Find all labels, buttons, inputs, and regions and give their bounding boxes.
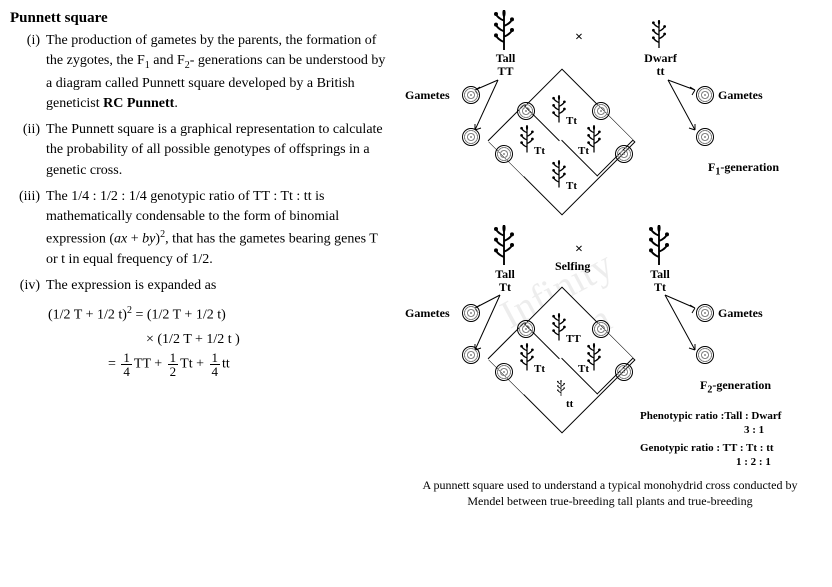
eq-line3: = 14TT + 12Tt + 14tt xyxy=(108,351,390,378)
pheno-values: 3 : 1 xyxy=(744,424,764,436)
pheno-ratio: Phenotypic ratio :Tall : Dwarf xyxy=(640,410,781,422)
gamete-circle xyxy=(592,102,610,120)
list-item: (iii)The 1/4 : 1/2 : 1/4 genotypic ratio… xyxy=(10,187,390,270)
gamete-circle xyxy=(462,86,480,104)
item-number: (iii) xyxy=(10,187,46,270)
plant-f1-left xyxy=(490,225,518,265)
label-f1-left: TallTt xyxy=(480,268,530,294)
gamete-circle xyxy=(517,320,535,338)
page-container: Punnett square (i)The production of game… xyxy=(10,10,822,570)
item-number: (i) xyxy=(10,31,46,114)
f2-geno: Tt xyxy=(578,363,589,375)
gamete-circle xyxy=(696,128,714,146)
f1-geno: Tt xyxy=(578,145,589,157)
gamete-circle xyxy=(495,363,513,381)
label-f1-right: TallTt xyxy=(635,268,685,294)
item-text: The Punnett square is a graphical repres… xyxy=(46,120,390,181)
plant-tall-parent xyxy=(490,10,518,50)
gamete-circle xyxy=(517,102,535,120)
gametes-label-left2: Gametes xyxy=(405,306,450,321)
geno-ratio: Genotypic ratio : TT : Tt : tt xyxy=(640,442,774,454)
diagram-caption: A punnett square used to understand a ty… xyxy=(420,478,800,509)
f2-geno: tt xyxy=(566,398,573,410)
gamete-circle xyxy=(696,86,714,104)
list-item: (ii)The Punnett square is a graphical re… xyxy=(10,120,390,181)
selfing-label: Selfing xyxy=(555,260,590,273)
f2-label: F2-generation xyxy=(700,378,771,395)
gamete-circle xyxy=(462,128,480,146)
f1-geno: Tt xyxy=(534,145,545,157)
label-tall: TallTT xyxy=(478,52,533,78)
gamete-circle xyxy=(696,346,714,364)
gamete-circle xyxy=(462,346,480,364)
f2-geno: Tt xyxy=(534,363,545,375)
eq-line2: × (1/2 T + 1/2 t ) xyxy=(146,328,390,352)
equation-block: (1/2 T + 1/2 t)2 = (1/2 T + 1/2 t) × (1/… xyxy=(48,302,390,378)
cross-symbol: × xyxy=(575,242,583,258)
label-dwarf: Dwarftt xyxy=(633,52,688,78)
item-number: (ii) xyxy=(10,120,46,181)
gamete-circle xyxy=(696,304,714,322)
f1-geno: Tt xyxy=(566,115,577,127)
plant-dwarf-parent xyxy=(645,20,673,48)
f1-geno: Tt xyxy=(566,180,577,192)
list-item: (i)The production of gametes by the pare… xyxy=(10,31,390,114)
f1-label: F1-generation xyxy=(708,160,779,177)
f2-plant-dwarf xyxy=(552,380,570,396)
gamete-circle xyxy=(615,363,633,381)
eq-line1: (1/2 T + 1/2 t)2 = (1/2 T + 1/2 t) xyxy=(48,302,390,327)
item-text: The expression is expanded as xyxy=(46,276,390,296)
text-column: Punnett square (i)The production of game… xyxy=(10,10,390,570)
item-text: The production of gametes by the parents… xyxy=(46,31,390,114)
gamete-circle xyxy=(462,304,480,322)
list-item: (iv)The expression is expanded as xyxy=(10,276,390,296)
item-text: The 1/4 : 1/2 : 1/4 genotypic ratio of T… xyxy=(46,187,390,270)
gametes-label-right2: Gametes xyxy=(718,306,763,321)
gamete-circle xyxy=(592,320,610,338)
gamete-circle xyxy=(495,145,513,163)
diagram-column: Infinity Learn TallTT × Dwarftt Gametes … xyxy=(400,10,822,570)
cross-symbol: × xyxy=(575,30,583,46)
plant-f1-right xyxy=(645,225,673,265)
gametes-label-right: Gametes xyxy=(718,88,763,103)
gametes-label-left: Gametes xyxy=(405,88,450,103)
gamete-circle xyxy=(615,145,633,163)
item-number: (iv) xyxy=(10,276,46,296)
section-title: Punnett square xyxy=(10,10,390,27)
punnett-diagram: Infinity Learn TallTT × Dwarftt Gametes … xyxy=(400,10,810,570)
f2-geno: TT xyxy=(566,333,581,345)
geno-values: 1 : 2 : 1 xyxy=(736,456,771,468)
